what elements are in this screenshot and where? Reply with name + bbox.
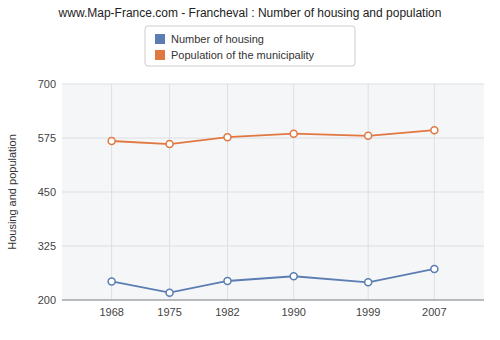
x-tick-label: 1999 bbox=[356, 306, 380, 318]
plot-area bbox=[62, 84, 484, 300]
point bbox=[108, 138, 115, 145]
y-grid-line bbox=[62, 300, 484, 301]
point bbox=[224, 277, 231, 284]
x-tick-label: 1990 bbox=[281, 306, 305, 318]
x-tick-label: 1982 bbox=[215, 306, 239, 318]
legend-swatch bbox=[155, 50, 165, 60]
y-tick-label: 575 bbox=[38, 132, 56, 144]
y-grid-line bbox=[62, 246, 484, 247]
point bbox=[108, 278, 115, 285]
y-tick-label: 450 bbox=[38, 186, 56, 198]
x-grid-line bbox=[111, 84, 112, 300]
y-axis-label: Housing and population bbox=[6, 134, 18, 250]
legend-box bbox=[145, 26, 355, 66]
point bbox=[290, 130, 297, 137]
point bbox=[166, 141, 173, 148]
grid bbox=[62, 84, 484, 300]
x-tick-label: 1968 bbox=[99, 306, 123, 318]
x-axis-line bbox=[62, 300, 484, 301]
point bbox=[431, 265, 438, 272]
legend-label: Population of the municipality bbox=[171, 49, 315, 61]
point bbox=[166, 289, 173, 296]
x-grid-line bbox=[169, 84, 170, 300]
x-tick-label: 2007 bbox=[422, 306, 446, 318]
point bbox=[290, 273, 297, 280]
title: www.Map-France.com - Francheval : Number… bbox=[58, 6, 442, 20]
plot-marks bbox=[108, 127, 438, 296]
point bbox=[431, 127, 438, 134]
y-tick-label: 200 bbox=[38, 294, 56, 306]
background bbox=[0, 0, 500, 340]
y-grid-line bbox=[62, 84, 484, 85]
legend-label: Number of housing bbox=[171, 33, 264, 45]
x-grid-line bbox=[293, 84, 294, 300]
series-line bbox=[112, 130, 435, 144]
y-grid-line bbox=[62, 192, 484, 193]
x-grid-line bbox=[227, 84, 228, 300]
y-tick-label: 700 bbox=[38, 78, 56, 90]
x-grid-line bbox=[368, 84, 369, 300]
chart: www.Map-France.com - Francheval : Number… bbox=[0, 0, 500, 340]
point bbox=[224, 134, 231, 141]
y-tick-label: 325 bbox=[38, 240, 56, 252]
x-tick-label: 1975 bbox=[157, 306, 181, 318]
legend: Number of housing Population of the munic… bbox=[145, 26, 355, 66]
legend-swatch bbox=[155, 34, 165, 44]
point bbox=[365, 279, 372, 286]
point bbox=[365, 132, 372, 139]
y-grid-line bbox=[62, 138, 484, 139]
series-line bbox=[112, 269, 435, 293]
